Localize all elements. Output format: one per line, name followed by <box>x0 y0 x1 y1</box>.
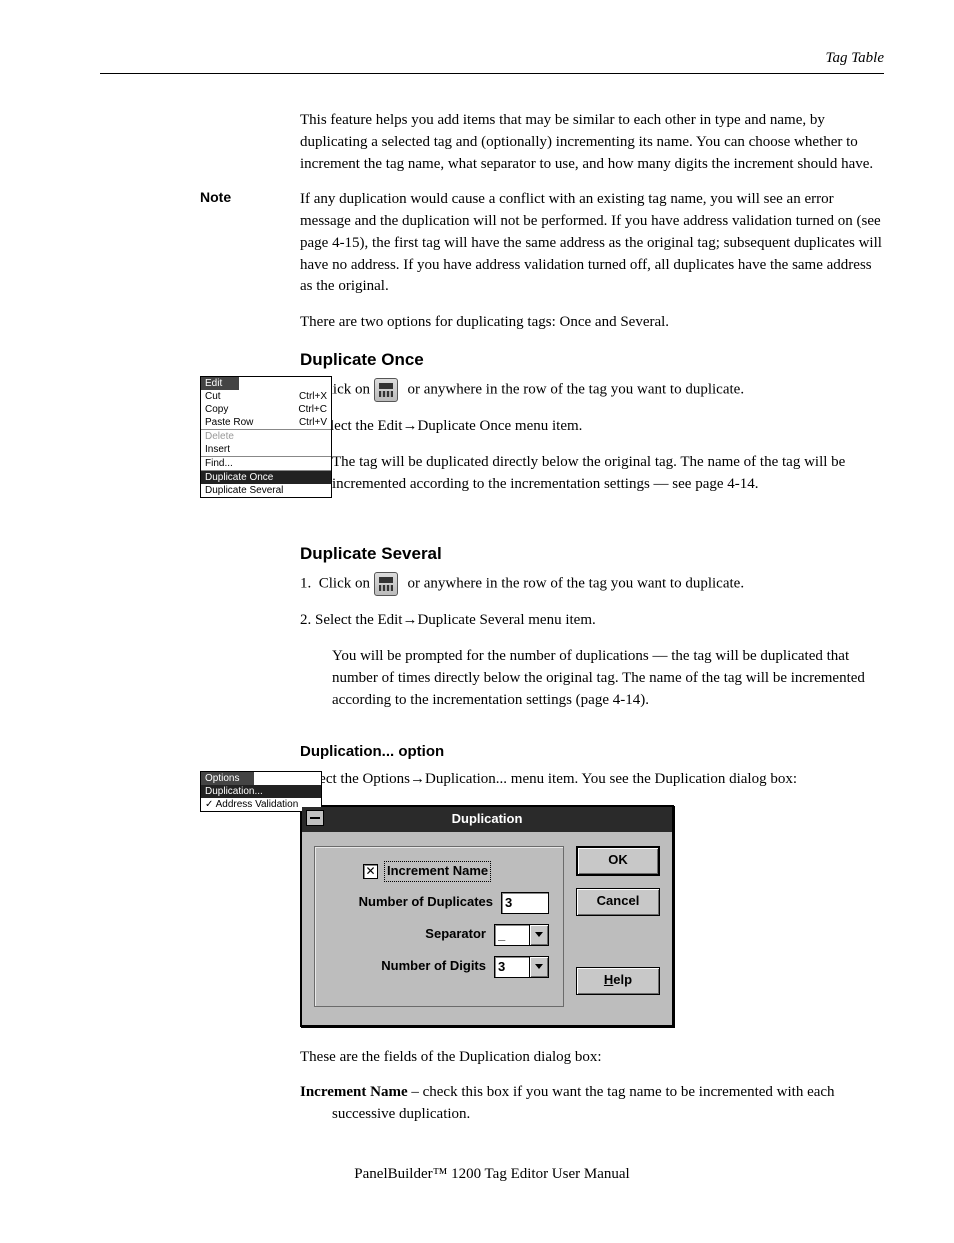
page-footer: PanelBuilder™ 1200 Tag Editor User Manua… <box>100 1166 884 1183</box>
cancel-button[interactable]: Cancel <box>576 888 660 916</box>
edit-menu-item: Paste RowCtrl+V <box>201 416 331 429</box>
header-title: Tag Table <box>825 50 884 67</box>
options-menu-title: Options <box>201 772 254 785</box>
after-dialog-1: These are the fields of the Duplication … <box>300 1047 884 1069</box>
chevron-down-icon[interactable] <box>530 956 549 978</box>
edit-menu-title: Edit <box>201 377 239 390</box>
ok-button[interactable]: OK <box>576 846 660 876</box>
section-title-duplicate-several: Duplicate Several <box>300 542 884 567</box>
increment-name-checkbox[interactable]: ✕ Increment Name <box>363 861 491 882</box>
page-header: Tag Table <box>100 50 884 74</box>
help-button[interactable]: Help <box>576 967 660 995</box>
num-duplicates-input[interactable] <box>501 892 549 914</box>
num-digits-label: Number of Digits <box>381 957 486 976</box>
note-text: If any duplication would cause a conflic… <box>300 189 884 298</box>
step-result: The tag will be duplicated directly belo… <box>300 452 884 496</box>
dialog-titlebar: Duplication <box>302 807 672 832</box>
chevron-down-icon[interactable] <box>530 924 549 946</box>
duplication-dialog: Duplication ✕ Increment Name Number of D… <box>300 805 674 1027</box>
edit-menu-item: CutCtrl+X <box>201 390 331 403</box>
separator-combo[interactable] <box>494 924 549 946</box>
num-digits-input[interactable] <box>494 956 530 978</box>
note-label: Note <box>200 189 231 205</box>
section-title-duplication-option: Duplication... option <box>300 741 884 763</box>
edit-menu-item: Find... <box>201 456 331 470</box>
row-selector-icon <box>374 572 398 596</box>
step: 2. Select the Edit→Duplicate Several men… <box>300 610 884 632</box>
edit-menu-item: Insert <box>201 443 331 456</box>
edit-menu-item: Delete <box>201 429 331 443</box>
dialog-panel: ✕ Increment Name Number of Duplicates Se… <box>314 846 564 1007</box>
num-duplicates-label: Number of Duplicates <box>359 893 493 912</box>
step: 1. Click on or anywhere in the row of th… <box>300 378 884 402</box>
edit-menu-item: CopyCtrl+C <box>201 403 331 416</box>
edit-menu-item-highlighted: Duplicate Once <box>201 470 331 484</box>
system-menu-icon[interactable] <box>306 810 324 826</box>
section-title-duplicate-once: Duplicate Once <box>300 348 884 373</box>
num-digits-combo[interactable] <box>494 956 549 978</box>
dialog-title: Duplication <box>452 811 523 826</box>
intro-paragraph-2: There are two options for duplicating ta… <box>300 312 884 334</box>
intro-paragraph-1: This feature helps you add items that ma… <box>300 110 884 175</box>
separator-label: Separator <box>425 925 486 944</box>
increment-name-label: Increment Name <box>384 861 491 882</box>
duplication-option-text: Select the Options→Duplication... menu i… <box>300 769 884 791</box>
step-result: You will be prompted for the number of d… <box>300 646 884 711</box>
options-menu-item-highlighted: Duplication... <box>201 785 321 798</box>
after-dialog-2: Increment Name – check this box if you w… <box>300 1082 884 1126</box>
step: 2. Select the Edit→Duplicate Once menu i… <box>300 416 884 438</box>
separator-input[interactable] <box>494 924 530 946</box>
row-selector-icon <box>374 378 398 402</box>
edit-menu-thumbnail: Edit CutCtrl+X CopyCtrl+C Paste RowCtrl+… <box>200 376 332 498</box>
edit-menu-item: Duplicate Several <box>201 484 331 497</box>
step: 1. Click on or anywhere in the row of th… <box>300 572 884 596</box>
